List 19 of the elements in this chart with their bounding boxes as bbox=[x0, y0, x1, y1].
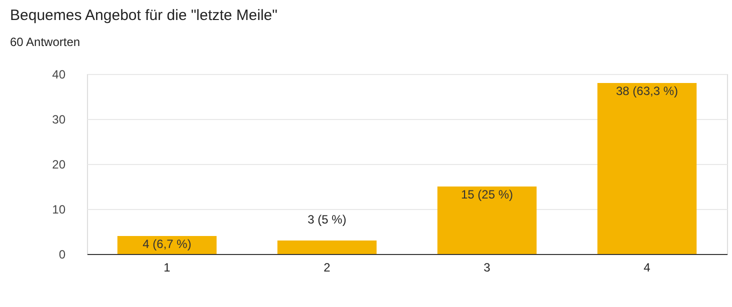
bar bbox=[437, 186, 537, 254]
chart-title: Bequemes Angebot für die "letzte Meile" bbox=[10, 7, 278, 24]
y-tick-label: 0 bbox=[58, 248, 66, 262]
data-label: 15 (25 %) bbox=[460, 188, 514, 202]
bar bbox=[277, 240, 377, 254]
bar bbox=[597, 83, 697, 254]
y-tick-label: 10 bbox=[52, 202, 66, 216]
x-tick-label: 2 bbox=[324, 260, 331, 274]
y-tick-label: 40 bbox=[52, 68, 66, 82]
bar bbox=[117, 236, 217, 254]
data-label: 3 (5 %) bbox=[308, 212, 346, 226]
y-tick-label: 30 bbox=[52, 112, 66, 126]
chart-subtitle: 60 Antworten bbox=[10, 35, 80, 49]
x-tick-label: 1 bbox=[164, 260, 171, 274]
x-tick-label: 3 bbox=[484, 260, 491, 274]
x-tick-label: 4 bbox=[644, 260, 651, 274]
data-label: 38 (63,3 %) bbox=[616, 84, 678, 98]
data-label: 4 (6,7 %) bbox=[142, 237, 192, 251]
y-tick-label: 20 bbox=[52, 158, 66, 172]
